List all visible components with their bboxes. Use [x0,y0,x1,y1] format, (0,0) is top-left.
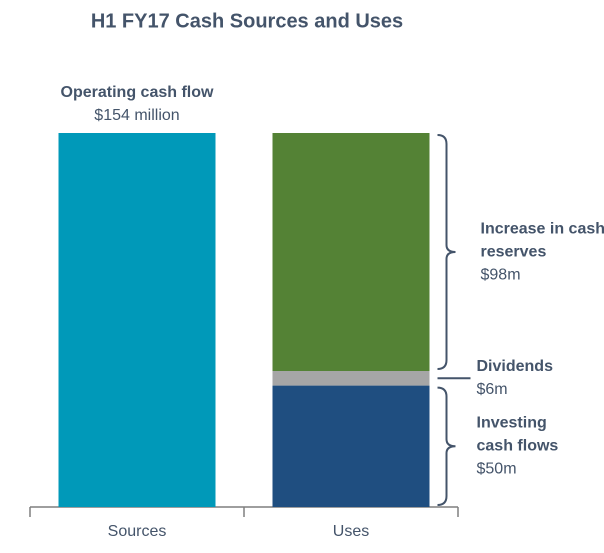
bar-segment [272,385,430,507]
data-label: Investing cash flows $50m [477,412,567,481]
series-name: Dividends [476,358,553,376]
value-label: $6m [476,381,508,399]
series-name: Increase in cash reserves [480,220,604,261]
value-label: $50m [476,460,517,478]
x-tick-label: Uses [333,523,369,540]
series-name: Operating cash flow [60,84,214,101]
data-label: Dividends $6m [477,355,587,401]
data-label: Operating cash flow $154 million [17,81,257,127]
x-tick-label: Sources [108,523,167,540]
value-label: $154 million [94,107,180,124]
value-label: $98m [480,266,521,284]
bar-segment [272,133,430,371]
bar-segment [272,371,430,386]
bar-segment [58,133,216,507]
bracket [437,386,456,506]
chart-title: H1 FY17 Cash Sources and Uses [91,10,403,32]
series-name: Investing cash flows [476,414,559,455]
data-label: Increase in cash reserves $98m [481,218,604,287]
bracket [437,134,456,370]
